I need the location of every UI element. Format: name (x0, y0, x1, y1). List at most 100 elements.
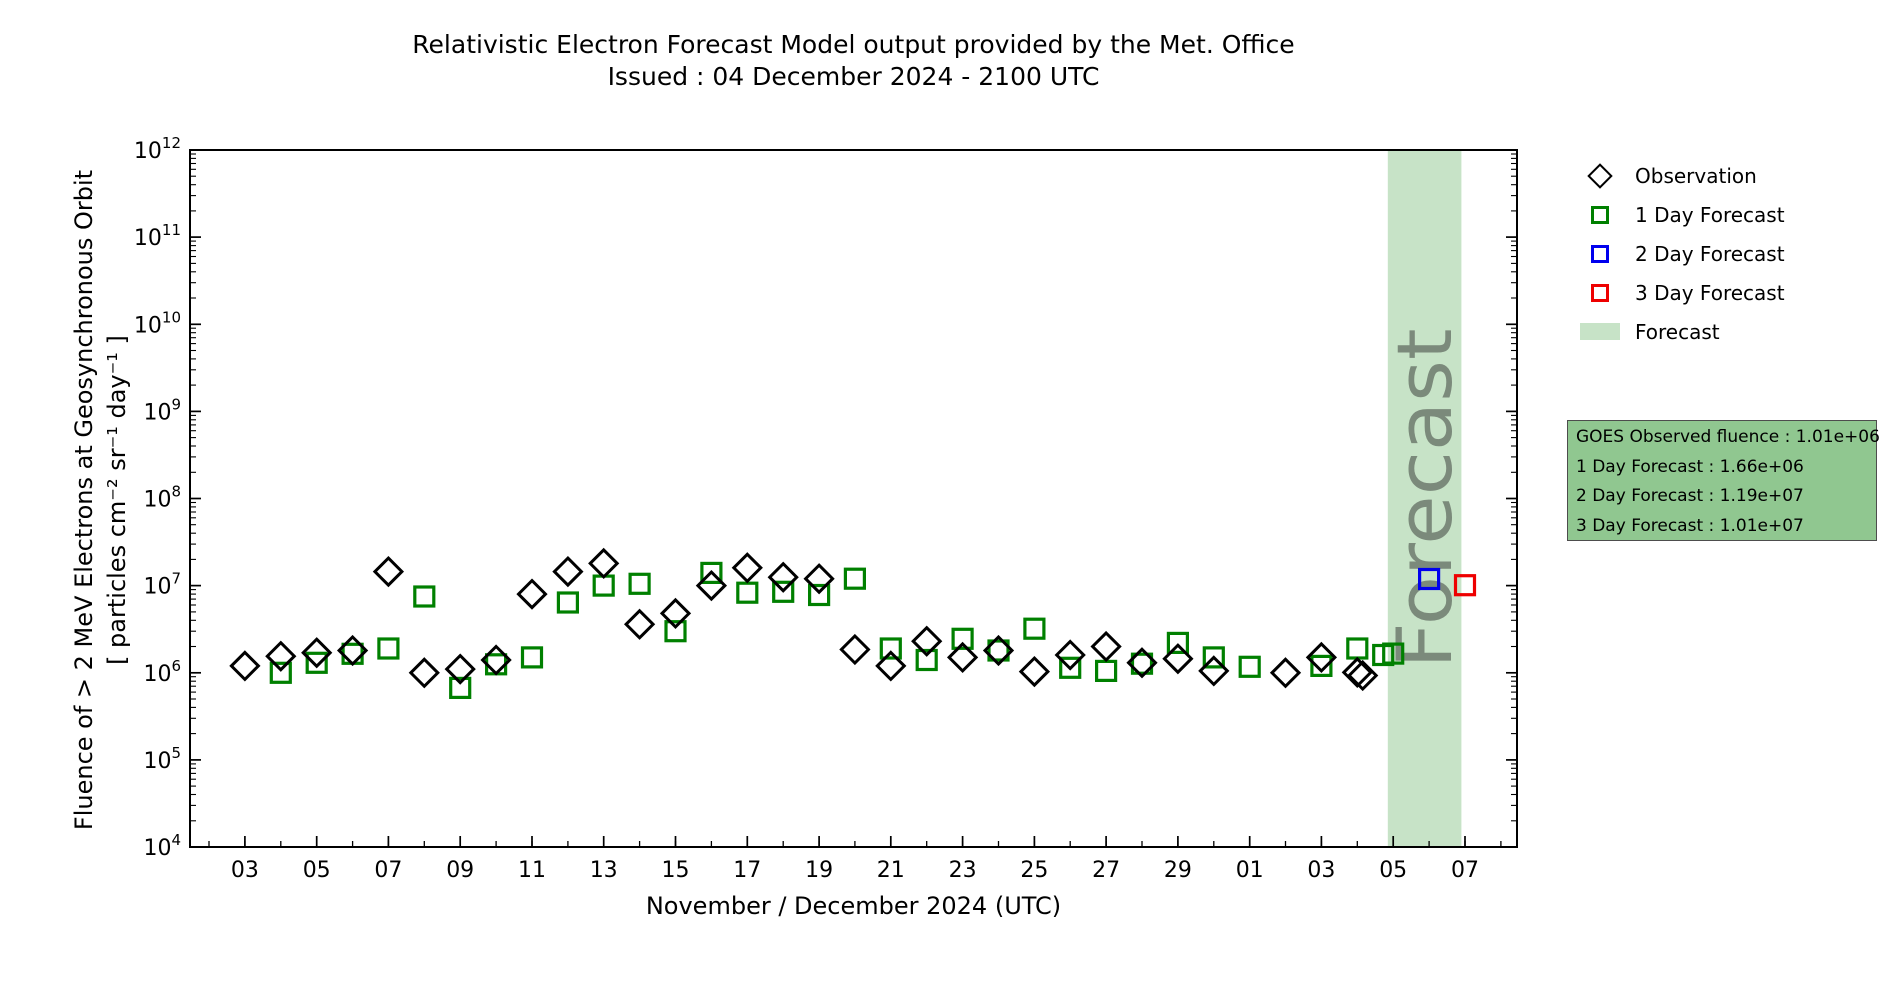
legend-item-3-day-forecast: 3 Day Forecast (1580, 273, 1880, 312)
observation-marker (480, 644, 512, 676)
observation-marker (1347, 659, 1379, 692)
x-axis-label: November / December 2024 (UTC) (645, 892, 1062, 920)
svg-text:105: 105 (143, 744, 181, 774)
1-day-forecast-marker (1372, 643, 1395, 667)
1-day-forecast-marker (807, 583, 831, 607)
forecast-band-patch-icon (1580, 323, 1620, 340)
svg-text:03: 03 (231, 858, 259, 883)
legend-item-2-day-forecast: 2 Day Forecast (1580, 234, 1880, 273)
three-day-forecast-square-icon (1580, 283, 1620, 302)
svg-text:109: 109 (143, 395, 181, 425)
observation-marker (803, 563, 835, 595)
observation-marker (839, 633, 871, 666)
1-day-forecast-marker (700, 561, 723, 585)
observation-marker (1162, 643, 1194, 675)
one-day-forecast-line: 1 Day Forecast : 1.66e+06 (1576, 456, 1804, 477)
svg-text:1010: 1010 (134, 308, 181, 338)
forecast-watermark: Forecast (1380, 329, 1469, 669)
plot-frame (189, 149, 1518, 848)
observation-marker (1269, 657, 1302, 689)
observation-marker (516, 578, 548, 610)
observation-marker (1341, 656, 1373, 689)
forecast-summary-box: GOES Observed fluence : 1.01e+06 1 Day F… (1567, 420, 1880, 541)
svg-text:13: 13 (590, 858, 618, 883)
svg-text:05: 05 (303, 858, 331, 883)
legend-item-forecast-band: Forecast (1580, 312, 1880, 351)
3-day-forecast-marker (1453, 574, 1477, 597)
observation-markers (229, 547, 1379, 692)
observation-marker (444, 653, 476, 685)
observation-marker (731, 552, 763, 584)
1-day-forecast-marker (1059, 656, 1082, 679)
observation-marker (1126, 647, 1158, 679)
legend-label: 3 Day Forecast (1635, 280, 1785, 305)
1-day-forecast-marker (736, 581, 759, 604)
1-day-forecast-markers (269, 561, 1405, 700)
observation-marker (1305, 641, 1338, 674)
observation-marker (1198, 655, 1230, 687)
observation-marker (588, 547, 620, 580)
svg-text:27: 27 (1092, 858, 1120, 883)
svg-text:03: 03 (1307, 858, 1335, 883)
1-day-forecast-marker (664, 620, 687, 643)
svg-text:07: 07 (374, 858, 402, 883)
1-day-forecast-marker (377, 637, 400, 660)
y-tick-labels: 104 105 106 107 108 109 1010 1011 1012 (134, 134, 181, 861)
observation-marker (1054, 639, 1086, 671)
1-day-forecast-marker (269, 661, 292, 684)
legend-label: 1 Day Forecast (1635, 202, 1785, 227)
1-day-forecast-marker (915, 648, 938, 672)
observation-marker (301, 637, 333, 669)
1-day-forecast-marker (556, 591, 580, 614)
observation-marker (946, 641, 979, 674)
1-day-forecast-marker (305, 651, 328, 674)
forecast-band (1387, 150, 1462, 847)
1-day-forecast-marker (1130, 652, 1154, 675)
observation-marker (911, 625, 943, 657)
1-day-forecast-marker (843, 567, 867, 590)
svg-text:07: 07 (1451, 858, 1479, 883)
observation-marker (408, 657, 440, 689)
observation-marker (1090, 630, 1122, 663)
1-day-forecast-marker (1310, 654, 1333, 678)
two-day-forecast-square-icon (1580, 244, 1620, 263)
1-day-forecast-marker (413, 585, 436, 608)
1-day-forecast-marker (772, 580, 795, 603)
1-day-forecast-marker (1023, 617, 1046, 640)
observation-marker (767, 561, 799, 593)
1-day-forecast-marker (341, 642, 364, 665)
svg-text:23: 23 (949, 858, 977, 883)
svg-text:05: 05 (1379, 858, 1407, 883)
3-day-forecast-markers (1453, 574, 1477, 597)
observation-marker (372, 555, 405, 588)
observation-marker (623, 608, 656, 640)
1-day-forecast-marker (951, 627, 974, 650)
1-day-forecast-marker (628, 572, 651, 595)
observation-marker (695, 569, 728, 602)
observation-diamond-icon (1580, 162, 1620, 189)
observation-marker (1018, 655, 1051, 688)
1-day-forecast-marker (1346, 637, 1369, 660)
1-day-forecast-marker (485, 653, 508, 676)
x-tick-labels: 03 05 07 09 11 13 15 17 19 21 23 25 27 29 01 03 05 07 (231, 858, 1479, 883)
observation-marker (229, 650, 261, 682)
svg-text:1011: 1011 (134, 221, 181, 251)
legend-item-observation: Observation (1580, 156, 1880, 195)
observation-marker (875, 650, 907, 682)
svg-text:09: 09 (446, 858, 474, 883)
svg-text:25: 25 (1020, 858, 1048, 883)
svg-text:108: 108 (143, 483, 181, 513)
svg-text:21: 21 (877, 858, 905, 883)
legend: Observation 1 Day Forecast 2 Day Forecas… (1580, 156, 1880, 351)
axis-ticks (190, 149, 1517, 848)
legend-item-1-day-forecast: 1 Day Forecast (1580, 195, 1880, 234)
1-day-forecast-marker (879, 637, 902, 660)
observation-marker (982, 634, 1015, 667)
1-day-forecast-marker (520, 646, 544, 669)
svg-text:106: 106 (143, 657, 181, 687)
chart-subtitle: Issued : 04 December 2024 - 2100 UTC (607, 62, 1100, 91)
legend-label: Observation (1635, 163, 1757, 188)
two-day-forecast-line: 2 Day Forecast : 1.19e+07 (1576, 486, 1804, 506)
